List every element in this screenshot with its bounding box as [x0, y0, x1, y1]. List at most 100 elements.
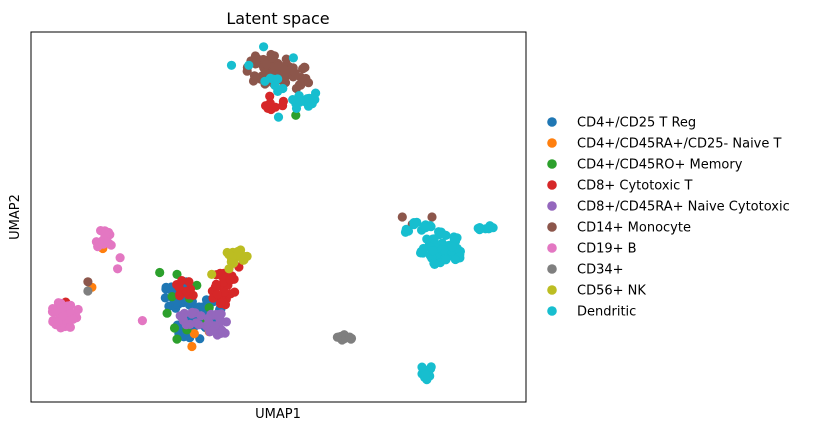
point-dendritic: [291, 103, 302, 113]
point-cd56-nk: [240, 252, 250, 262]
point-cd4-cd45ro-memory: [169, 323, 180, 333]
point-dendritic: [447, 242, 457, 252]
point-dendritic: [270, 80, 280, 91]
point-cd4-cd45ro-memory: [291, 110, 301, 120]
point-cd19-b: [65, 322, 75, 332]
point-cd19-b: [137, 316, 147, 326]
point-dendritic: [260, 76, 270, 86]
point-cd56-nk: [224, 264, 234, 274]
point-cd4-cd45ro-memory: [155, 267, 165, 278]
point-dendritic: [422, 234, 432, 244]
point-dendritic: [273, 112, 284, 122]
point-dendritic: [401, 224, 411, 234]
point-dendritic: [244, 60, 254, 70]
point-cd4-cd45ro-memory: [167, 292, 177, 302]
legend-label-cd8-cd45ra-naive-cytotoxic: CD8+/CD45RA+ Naive Cytotoxic: [577, 200, 790, 215]
point-cd4-cd45ra-cd25-naive-t: [189, 329, 199, 339]
point-cd4-cd45ro-memory: [172, 334, 182, 344]
point-cd8-cytotoxic-t: [216, 298, 226, 308]
point-cd8-cd45ra-naive-cytotoxic: [217, 326, 227, 336]
point-cd8-cytotoxic-t: [278, 96, 288, 106]
point-cd8-cytotoxic-t: [265, 91, 275, 101]
point-cd4-cd25-t-reg: [160, 293, 170, 303]
legend-marker-cd34: [547, 264, 557, 274]
point-cd8-cd45ra-naive-cytotoxic: [207, 326, 217, 336]
point-dendritic: [441, 255, 451, 265]
legend-label-cd56-nk: CD56+ NK: [577, 284, 646, 299]
legend-label-cd8-cytotoxic-t: CD8+ Cytotoxic T: [577, 179, 692, 194]
point-cd56-nk: [233, 246, 243, 256]
point-cd4-cd45ra-cd25-naive-t: [187, 341, 197, 352]
point-dendritic: [449, 235, 459, 245]
point-dendritic: [441, 230, 451, 240]
point-cd56-nk: [224, 249, 234, 260]
point-dendritic: [288, 53, 298, 63]
point-dendritic: [488, 223, 498, 233]
point-cd8-cytotoxic-t: [212, 289, 222, 299]
point-cd8-cytotoxic-t: [175, 291, 185, 301]
point-dendritic: [226, 60, 237, 70]
point-cd8-cd45ra-naive-cytotoxic: [194, 320, 204, 330]
point-dendritic: [311, 88, 321, 98]
point-dendritic: [428, 246, 438, 256]
point-cd14-monocyte: [397, 212, 407, 222]
point-dendritic: [429, 258, 439, 268]
legend-label-cd4-cd45ra-cd25-naive-t: CD4+/CD45RA+/CD25- Naive T: [577, 137, 782, 152]
legend: CD4+/CD25 T Reg CD4+/CD45RA+/CD25- Naive …: [547, 116, 790, 320]
legend-marker-cd4-cd45ro-memory: [547, 159, 557, 169]
point-cd14-monocyte: [290, 68, 300, 78]
point-cd14-monocyte: [249, 71, 260, 81]
point-dendritic: [417, 362, 427, 372]
point-cd8-cd45ra-naive-cytotoxic: [185, 319, 195, 329]
legend-label-cd34: CD34+: [577, 263, 624, 278]
point-cd8-cd45ra-naive-cytotoxic: [214, 309, 224, 320]
point-cd8-cytotoxic-t: [219, 287, 229, 297]
point-cd8-cytotoxic-t: [177, 276, 187, 286]
point-cd19-b: [66, 300, 76, 310]
point-cd8-cd45ra-naive-cytotoxic: [203, 313, 213, 323]
point-cd14-monocyte: [303, 78, 314, 88]
point-dendritic: [259, 42, 269, 52]
legend-label-cd4-cd45ro-memory: CD4+/CD45RO+ Memory: [577, 158, 743, 173]
legend-label-cd4-cd25-t-reg: CD4+/CD25 T Reg: [577, 116, 696, 131]
point-cd19-b: [113, 264, 123, 274]
legend-marker-cd4-cd45ra-cd25-naive-t: [547, 138, 557, 148]
point-dendritic: [426, 362, 436, 372]
point-cd4-cd25-t-reg: [161, 282, 171, 292]
legend-marker-cd56-nk: [547, 285, 557, 295]
point-cd19-b: [115, 253, 125, 263]
legend-marker-cd4-cd25-t-reg: [547, 117, 557, 127]
point-dendritic: [434, 227, 444, 237]
point-dendritic: [473, 223, 483, 233]
point-cd14-monocyte: [296, 80, 306, 90]
point-cd14-monocyte: [83, 277, 93, 287]
point-cd19-b: [103, 237, 113, 248]
point-cd19-b: [65, 316, 75, 326]
point-cd4-cd45ro-memory: [162, 308, 172, 318]
point-cd34: [83, 286, 93, 296]
point-dendritic: [420, 223, 431, 233]
point-cd8-cytotoxic-t: [181, 286, 191, 296]
point-cd8-cytotoxic-t: [184, 277, 194, 287]
legend-marker-cd19-b: [547, 243, 557, 253]
point-dendritic: [304, 93, 314, 103]
point-cd8-cytotoxic-t: [225, 275, 235, 285]
scatter-points: [47, 42, 498, 385]
y-axis-label: UMAP2: [8, 194, 23, 240]
point-cd8-cd45ra-naive-cytotoxic: [187, 307, 197, 317]
point-cd19-b: [51, 320, 61, 330]
point-cd14-monocyte: [266, 49, 276, 60]
legend-label-cd14-monocyte: CD14+ Monocyte: [577, 221, 691, 236]
point-dendritic: [409, 218, 419, 228]
chart-title: Latent space: [226, 9, 329, 28]
legend-label-cd19-b: CD19+ B: [577, 242, 637, 257]
legend-label-dendritic: Dendritic: [577, 305, 636, 320]
point-cd8-cd45ra-naive-cytotoxic: [177, 313, 187, 323]
point-cd34: [332, 332, 342, 342]
point-cd8-cytotoxic-t: [218, 277, 228, 287]
legend-marker-cd8-cytotoxic-t: [547, 180, 557, 190]
point-cd14-monocyte: [252, 54, 262, 64]
x-axis-label: UMAP1: [255, 407, 301, 422]
legend-marker-cd14-monocyte: [547, 222, 557, 232]
